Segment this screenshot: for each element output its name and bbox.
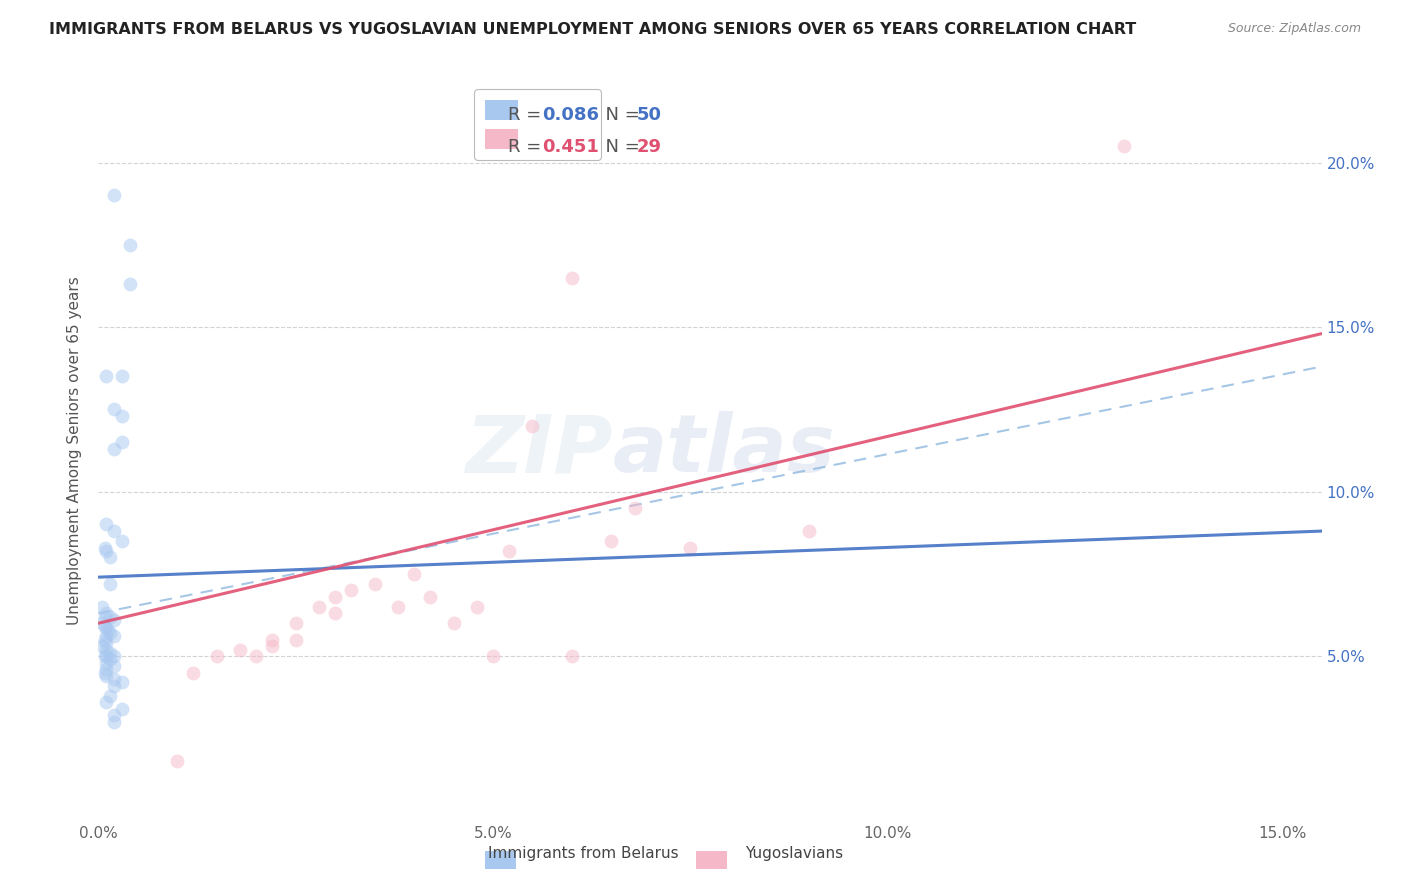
Point	[98, 689, 121, 703]
Point	[96, 649, 118, 664]
Point	[103, 629, 125, 643]
Point	[111, 409, 134, 423]
Point	[284, 616, 307, 631]
Text: atlas: atlas	[612, 411, 835, 490]
Point	[103, 188, 125, 202]
Point	[260, 639, 283, 653]
Point	[111, 702, 134, 716]
Text: N =: N =	[593, 138, 645, 156]
Point	[93, 541, 115, 555]
Point	[111, 675, 134, 690]
Text: R =: R =	[508, 106, 547, 124]
Point	[387, 599, 409, 614]
Point	[98, 652, 121, 666]
Point	[103, 679, 125, 693]
Text: Yugoslavians: Yugoslavians	[745, 847, 844, 861]
Point	[205, 649, 228, 664]
Point	[624, 501, 647, 516]
Point	[96, 619, 118, 633]
Point	[96, 517, 118, 532]
Point	[98, 626, 121, 640]
Point	[465, 599, 488, 614]
Point	[103, 672, 125, 686]
Point	[96, 607, 118, 621]
Point	[91, 639, 114, 653]
Text: ZIP: ZIP	[465, 411, 612, 490]
Point	[260, 632, 283, 647]
Text: IMMIGRANTS FROM BELARUS VS YUGOSLAVIAN UNEMPLOYMENT AMONG SENIORS OVER 65 YEARS : IMMIGRANTS FROM BELARUS VS YUGOSLAVIAN U…	[49, 22, 1136, 37]
Point	[103, 659, 125, 673]
Text: Immigrants from Belarus: Immigrants from Belarus	[488, 847, 679, 861]
Point	[323, 590, 346, 604]
Legend:           ,           : ,	[474, 89, 600, 160]
Point	[98, 576, 121, 591]
Point	[96, 695, 118, 709]
Point	[96, 642, 118, 657]
Point	[96, 662, 118, 676]
Point	[284, 632, 307, 647]
Point	[97, 623, 120, 637]
Point	[118, 277, 141, 292]
Point	[96, 669, 118, 683]
Text: 0.451: 0.451	[543, 138, 599, 156]
Point	[103, 442, 125, 456]
Point	[98, 550, 121, 565]
Point	[166, 755, 188, 769]
Point	[103, 714, 125, 729]
Point	[340, 583, 363, 598]
Text: N =: N =	[593, 106, 645, 124]
Point	[363, 576, 385, 591]
Point	[419, 590, 441, 604]
Point	[93, 619, 115, 633]
Point	[111, 435, 134, 450]
Point	[600, 533, 623, 548]
Point	[93, 649, 115, 664]
Point	[91, 599, 114, 614]
Text: 50: 50	[637, 106, 662, 124]
Point	[679, 541, 702, 555]
Point	[111, 533, 134, 548]
Point	[1114, 139, 1136, 153]
Point	[103, 613, 125, 627]
Point	[245, 649, 267, 664]
Point	[118, 237, 141, 252]
Point	[93, 665, 115, 680]
Point	[98, 646, 121, 660]
Point	[443, 616, 465, 631]
Point	[103, 649, 125, 664]
Point	[103, 402, 125, 417]
Point	[308, 599, 330, 614]
Point	[96, 656, 118, 670]
Point	[91, 616, 114, 631]
Text: R =: R =	[508, 138, 547, 156]
Text: Source: ZipAtlas.com: Source: ZipAtlas.com	[1227, 22, 1361, 36]
Text: 29: 29	[637, 138, 662, 156]
Point	[96, 544, 118, 558]
Text: 0.086: 0.086	[543, 106, 599, 124]
Point	[482, 649, 505, 664]
Point	[229, 642, 252, 657]
Point	[96, 636, 118, 650]
Point	[103, 708, 125, 723]
Point	[323, 607, 346, 621]
Point	[561, 649, 583, 664]
Point	[181, 665, 204, 680]
Point	[93, 632, 115, 647]
Point	[111, 369, 134, 384]
Point	[797, 524, 820, 538]
Point	[93, 609, 115, 624]
Point	[98, 609, 121, 624]
Point	[96, 369, 118, 384]
Point	[498, 544, 520, 558]
Point	[96, 629, 118, 643]
Point	[103, 524, 125, 538]
Y-axis label: Unemployment Among Seniors over 65 years: Unemployment Among Seniors over 65 years	[67, 277, 83, 624]
Point	[404, 566, 426, 581]
Point	[561, 270, 583, 285]
Point	[522, 418, 544, 433]
